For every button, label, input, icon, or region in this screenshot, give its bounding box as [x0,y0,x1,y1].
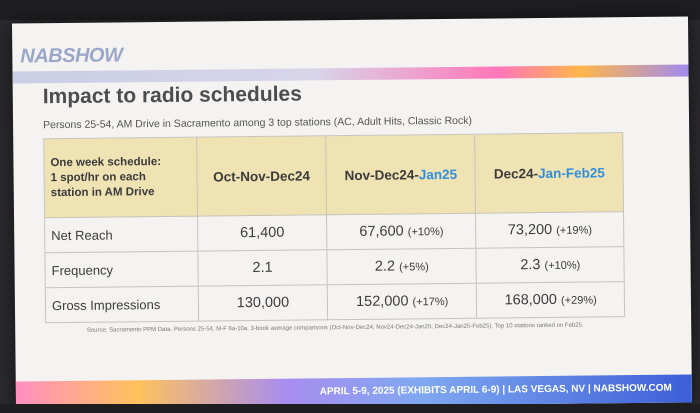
cell-value: 67,600 [359,223,404,240]
table-header-row: One week schedule: 1 spot/hr on each sta… [43,132,624,218]
table-row: Frequency 2.1 2.2 (+5%) 2.3 (+10%) [44,246,625,288]
schedule-table: One week schedule: 1 spot/hr on each sta… [43,132,625,323]
row-label: Net Reach [44,216,198,253]
column-header-highlight: Jan25 [418,166,458,182]
cell-value: 2.1 [252,259,273,277]
cell-change: (+10%) [407,226,444,239]
cell-change: (+17%) [412,295,449,309]
table-cell: 61,400 [197,214,327,252]
corner-line: station in AM Drive [50,185,155,199]
slide-subtitle: Persons 25-54, AM Drive in Sacramento am… [43,114,473,132]
cell-value: 168,000 [504,291,558,309]
corner-line: 1 spot/hr on each [50,170,146,184]
cell-value: 2.2 [374,258,396,275]
column-header-text: Oct-Nov-Dec24 [213,167,311,184]
table-corner-header: One week schedule: 1 spot/hr on each sta… [43,137,198,218]
corner-line: One week schedule: [50,155,162,169]
room-background [0,0,700,20]
slide-title: Impact to radio schedules [42,82,302,109]
table-cell: 152,000 (+17%) [327,283,478,320]
column-header: Oct-Nov-Dec24 [196,135,327,217]
source-note: Source: Sacramento PPM Data. Persons 25-… [86,322,584,334]
column-header-highlight: Jan-Feb25 [537,164,605,181]
column-header-text: Nov-Dec24- [344,166,419,183]
table-row: Gross Impressions 130,000 152,000 (+17%)… [45,281,625,323]
column-header: Dec24-Jan-Feb25 [475,132,624,214]
table-cell: 2.3 (+10%) [476,246,625,284]
column-header-text: Dec24- [493,165,539,182]
table-cell: 73,200 (+19%) [475,211,624,249]
cell-value: 130,000 [236,294,290,312]
cell-change: (+29%) [560,294,597,307]
nabshow-logo: NABSHOW [20,44,123,68]
table-cell: 67,600 (+10%) [326,213,477,250]
cell-value: 73,200 [507,221,553,239]
cell-change: (+5%) [399,261,429,274]
row-label: Frequency [44,251,199,288]
presentation-slide: NABSHOW Impact to radio schedules Person… [11,16,693,410]
cell-change: (+19%) [556,224,593,237]
table-cell: 168,000 (+29%) [476,281,625,319]
table-cell: 130,000 [198,284,328,322]
table-cell: 2.2 (+5%) [326,248,477,285]
cell-value: 152,000 [355,293,409,310]
table-row: Net Reach 61,400 67,600 (+10%) 73,200 (+… [44,211,624,253]
room-floor [0,404,700,413]
row-label: Gross Impressions [45,286,199,323]
table-cell: 2.1 [197,249,328,287]
cell-value: 2.3 [520,257,541,274]
column-header: Nov-Dec24-Jan25 [325,134,476,215]
cell-value: 61,400 [239,224,285,242]
cell-change: (+10%) [544,259,581,272]
